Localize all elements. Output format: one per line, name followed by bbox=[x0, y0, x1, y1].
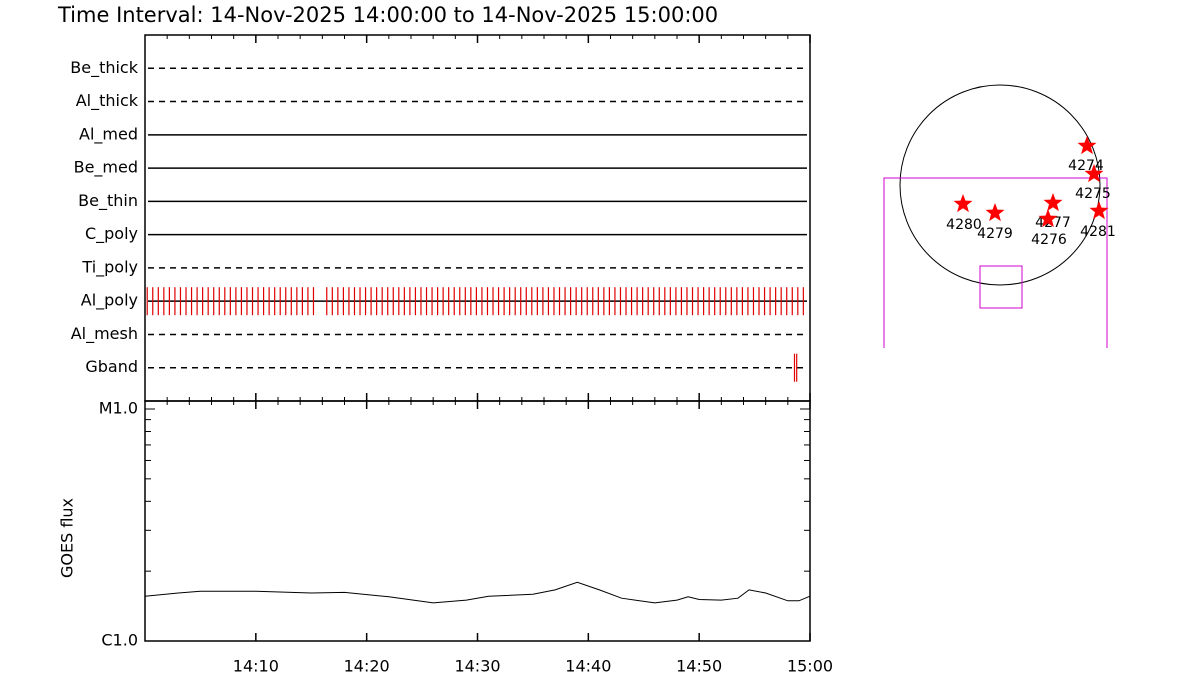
region-star bbox=[1089, 201, 1109, 220]
filter-label: Be_thick bbox=[70, 58, 138, 78]
y-tick-label: M1.0 bbox=[99, 399, 138, 418]
chart-title: Time Interval: 14-Nov-2025 14:00:00 to 1… bbox=[57, 3, 718, 27]
x-tick-label: 14:30 bbox=[454, 657, 500, 676]
y-axis-label: GOES flux bbox=[58, 498, 77, 578]
region-star bbox=[985, 203, 1005, 222]
filter-label: Al_med bbox=[79, 124, 138, 144]
x-tick-label: 14:50 bbox=[676, 657, 722, 676]
region-label: 4275 bbox=[1075, 186, 1111, 202]
filter-label: Al_mesh bbox=[71, 324, 138, 344]
filter-label: Ti_poly bbox=[81, 257, 138, 277]
solar-disk bbox=[899, 84, 1101, 286]
region-star bbox=[1077, 136, 1097, 155]
region-label: 4276 bbox=[1031, 232, 1067, 248]
filter-label: Be_med bbox=[74, 158, 138, 178]
y-tick-label: C1.0 bbox=[101, 631, 138, 650]
field-of-view bbox=[883, 177, 1108, 348]
x-tick-label: 14:20 bbox=[344, 657, 390, 676]
sun-map bbox=[883, 84, 1108, 348]
region-star bbox=[1038, 209, 1058, 228]
region-star bbox=[1084, 164, 1104, 183]
region-label: 4281 bbox=[1080, 224, 1116, 240]
filter-label: Gband bbox=[85, 357, 138, 376]
region-star bbox=[953, 194, 973, 213]
pointing-box bbox=[979, 265, 1023, 309]
goes-panel-frame bbox=[144, 400, 811, 642]
filter-label: Al_poly bbox=[81, 291, 138, 311]
filter-label: C_poly bbox=[85, 224, 138, 244]
region-star bbox=[1043, 193, 1063, 212]
x-tick-label: 14:10 bbox=[233, 657, 279, 676]
filter-label: Be_thin bbox=[78, 191, 138, 211]
region-label: 4279 bbox=[977, 226, 1013, 242]
x-tick-label: 14:40 bbox=[565, 657, 611, 676]
region-label: 4280 bbox=[946, 217, 982, 233]
x-tick-label: 15:00 bbox=[787, 657, 833, 676]
filter-label: Al_thick bbox=[76, 91, 139, 111]
goes-flux-line bbox=[144, 581, 811, 604]
filter-panel-frame bbox=[144, 34, 811, 402]
